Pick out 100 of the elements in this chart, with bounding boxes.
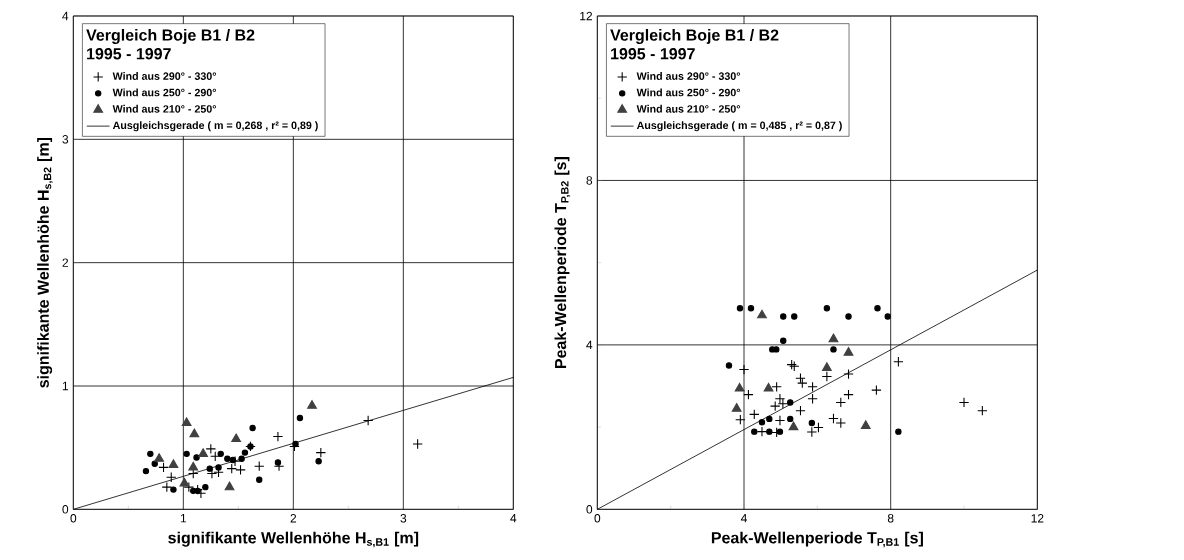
x-axis-title: signifikante Wellenhöhe H$_{s,B1}$ [m] — [168, 531, 419, 548]
point — [828, 333, 839, 343]
point — [256, 476, 263, 483]
point — [412, 438, 423, 450]
point — [151, 460, 158, 467]
point — [735, 414, 746, 425]
x-tick-label: 4 — [740, 514, 747, 523]
x-tick-label: 3 — [400, 514, 407, 523]
point — [766, 428, 773, 435]
point — [780, 337, 787, 344]
point — [977, 405, 988, 416]
point — [797, 377, 808, 389]
point — [895, 428, 902, 435]
point — [843, 368, 854, 380]
point — [843, 347, 854, 356]
point — [776, 428, 784, 435]
y-tick-label: 4 — [586, 340, 593, 350]
point — [296, 414, 304, 422]
legend-label: Wind aus 250° - 290° — [636, 88, 741, 97]
legend-label: Ausgleichsgerade ( m = 0,485 , r² = 0,87 ) — [636, 121, 842, 132]
point — [315, 447, 327, 458]
point — [757, 309, 767, 319]
legend-label: Wind aus 210° - 250° — [636, 104, 741, 113]
point — [807, 393, 818, 404]
point — [736, 305, 744, 312]
point — [771, 381, 782, 393]
point — [229, 456, 237, 464]
point — [215, 464, 222, 471]
point — [362, 415, 374, 426]
point — [738, 364, 750, 375]
point — [224, 455, 231, 462]
x-tick-label: 0 — [70, 514, 77, 523]
legend-label: Wind aus 290° - 330° — [112, 72, 217, 80]
y-axis-title: Peak-Wellenperiode T$_{P,B2}$ [s] — [554, 157, 571, 369]
point — [884, 313, 891, 320]
point — [307, 400, 317, 409]
x-tick-label: 0 — [594, 514, 601, 523]
y-axis-title: signifikante Wellenhöhe H$_{s,B2}$ [m] — [37, 137, 53, 388]
point — [787, 399, 794, 406]
point — [734, 382, 745, 392]
y-tick-label: 12 — [580, 11, 593, 21]
y-tick-label: 0 — [586, 505, 593, 514]
point — [821, 362, 832, 371]
point — [292, 440, 299, 448]
point — [788, 421, 799, 431]
point — [158, 462, 169, 473]
point — [179, 477, 190, 487]
point — [274, 459, 282, 466]
point — [254, 460, 265, 472]
x-axis-title: Peak-Wellenperiode T$_{P,B1}$ [s] — [711, 531, 923, 548]
point — [249, 424, 256, 432]
y-tick-label: 3 — [62, 135, 69, 144]
point — [206, 468, 218, 479]
legend-label: Wind aus 290° - 330° — [636, 72, 741, 80]
y-tick-label: 0 — [62, 505, 69, 514]
y-tick-label: 1 — [62, 381, 69, 391]
point — [806, 426, 818, 438]
legend-title: Vergleich Boje B1 / B2 1995 - 1997 — [610, 29, 779, 60]
y-tick-label: 4 — [62, 11, 69, 21]
point — [756, 426, 768, 437]
legend-label: Ausgleichsgerade ( m = 0,268 , r² = 0,89 ) — [112, 121, 318, 132]
point — [731, 403, 742, 412]
point — [845, 313, 852, 320]
point — [787, 415, 794, 423]
point — [198, 448, 209, 457]
point — [751, 428, 758, 435]
point — [217, 450, 224, 458]
point — [315, 458, 322, 465]
point — [766, 415, 773, 423]
point — [763, 382, 774, 392]
y-tick-label: 2 — [62, 258, 69, 267]
y-tick-label: 8 — [586, 176, 593, 185]
point — [893, 356, 904, 367]
legend-label: Wind aus 210° - 250° — [112, 104, 217, 113]
point — [181, 417, 192, 427]
point — [835, 397, 847, 408]
x-tick-label: 12 — [1031, 514, 1044, 523]
point — [743, 389, 754, 400]
point — [725, 362, 733, 369]
point — [189, 428, 200, 438]
point — [758, 418, 766, 426]
point — [147, 450, 154, 458]
x-tick-label: 2 — [290, 514, 297, 523]
point — [166, 472, 177, 483]
point — [747, 305, 755, 312]
point — [235, 464, 246, 476]
point — [813, 422, 824, 433]
point — [823, 305, 831, 312]
point — [170, 486, 177, 493]
point — [795, 405, 806, 416]
point — [843, 389, 854, 400]
point — [231, 433, 242, 443]
legend-title: Vergleich Boje B1 / B2 1995 - 1997 — [86, 29, 255, 60]
point — [168, 459, 179, 469]
point — [874, 305, 881, 312]
point — [272, 431, 284, 442]
point — [769, 400, 781, 412]
point — [183, 481, 195, 493]
x-tick-label: 8 — [887, 514, 894, 523]
point — [808, 419, 816, 427]
